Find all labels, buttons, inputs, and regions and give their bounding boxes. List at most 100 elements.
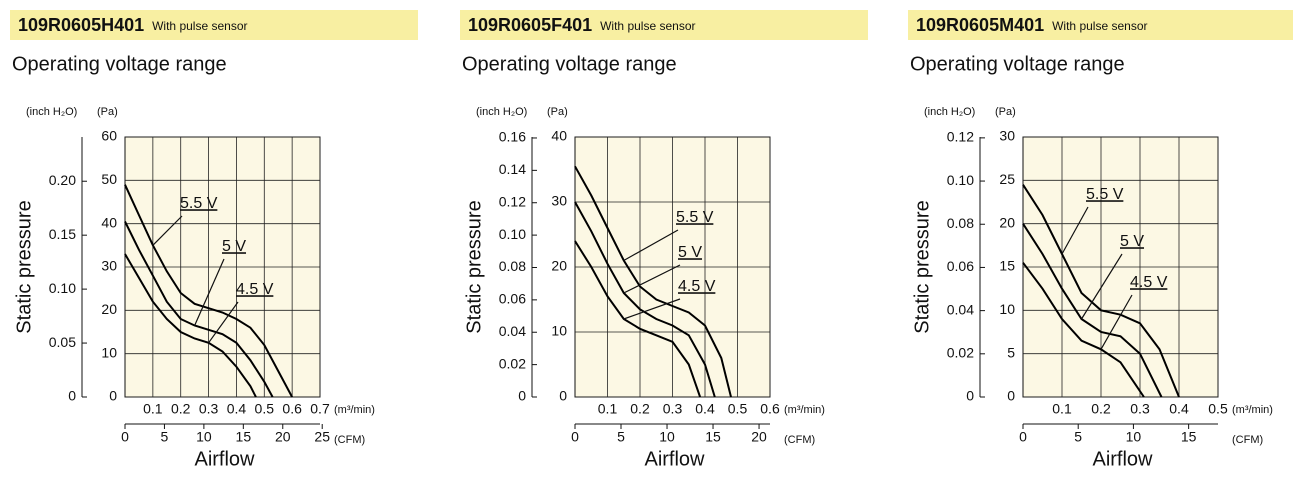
y2-tick-label: 0.10	[499, 226, 526, 242]
x2-tick-label: 15	[705, 429, 721, 445]
y2-unit: (inch H₂O)	[924, 106, 975, 118]
x-axis-title: Airflow	[194, 448, 255, 470]
y2-tick-label: 0.04	[499, 323, 526, 339]
y2-tick-label: 0.12	[947, 129, 974, 145]
x-tick-label: 0.3	[199, 401, 219, 417]
x2-tick-label: 5	[617, 429, 625, 445]
header-band	[908, 10, 1293, 40]
curve	[124, 253, 257, 398]
y-tick-label: 10	[999, 301, 1015, 317]
model-note: With pulse sensor	[152, 19, 247, 33]
x2-tick-label: 10	[196, 429, 212, 445]
curve	[1022, 262, 1145, 398]
y-tick-label: 0	[109, 388, 117, 404]
x-axis-title: Airflow	[1092, 448, 1153, 470]
y-tick-label: 30	[999, 128, 1015, 144]
x-tick-label: 0.4	[1169, 401, 1189, 417]
y-axis-title: Static pressure	[13, 200, 35, 333]
x-tick-label: 0.7	[310, 401, 330, 417]
chart-panel: 109R0605F401 With pulse sensor Operating v…	[460, 10, 868, 470]
model-note: With pulse sensor	[600, 19, 695, 33]
leader-line	[623, 229, 679, 262]
x2-tick-label: 10	[1126, 429, 1142, 445]
curve-label: 5.5 V	[676, 209, 714, 226]
x-tick-label: 0.2	[1091, 401, 1111, 417]
y2-tick-label: 0.02	[947, 345, 974, 361]
y2-tick-label: 0.02	[499, 355, 526, 371]
leader-line	[1100, 294, 1133, 350]
x2-tick-label: 5	[161, 429, 169, 445]
y-tick-label: 15	[999, 258, 1015, 274]
x2-tick-label: 0	[1019, 429, 1027, 445]
x-tick-label: 0.3	[1130, 401, 1150, 417]
x2-tick-label: 5	[1074, 429, 1082, 445]
y2-tick-label: 0.10	[947, 172, 974, 188]
y2-tick-label: 0.06	[499, 291, 526, 307]
x-unit: (m³/min)	[334, 404, 375, 416]
y-axis-title: Static pressure	[463, 200, 485, 333]
y-tick-label: 40	[551, 128, 567, 144]
y-tick-label: 10	[551, 323, 567, 339]
x2-tick-label: 20	[275, 429, 291, 445]
x2-unit: (CFM)	[784, 434, 815, 446]
chart-title: Operating voltage range	[910, 53, 1125, 75]
curve	[574, 201, 716, 398]
y2-tick-label: 0.08	[947, 215, 974, 231]
chart-panel: 109R0605H401 With pulse sensor Operating v…	[10, 10, 418, 470]
leader-line	[623, 298, 681, 320]
y2-tick-label: 0.14	[499, 161, 526, 177]
y-tick-label: 20	[551, 258, 567, 274]
y2-tick-label: 0	[518, 388, 526, 404]
y-tick-label: 50	[101, 171, 117, 187]
x-tick-label: 0.2	[171, 401, 191, 417]
y-tick-label: 25	[999, 171, 1015, 187]
model-name: 109R0605F401	[468, 15, 592, 35]
x-tick-label: 0.4	[695, 401, 715, 417]
y-tick-label: 30	[551, 193, 567, 209]
model-name: 109R0605H401	[18, 15, 144, 35]
curve-label: 5 V	[678, 244, 702, 261]
curve-label: 4.5 V	[1130, 274, 1168, 291]
y2-unit: (inch H₂O)	[476, 106, 527, 118]
x2-unit: (CFM)	[1232, 434, 1263, 446]
x-tick-label: 0.1	[598, 401, 618, 417]
leader-line	[152, 215, 183, 246]
y-tick-label: 20	[101, 301, 117, 317]
y-tick-label: 0	[1007, 388, 1015, 404]
chart-panel: 109R0605M401 With pulse sensor Operating v…	[908, 10, 1293, 470]
leader-line	[1080, 253, 1123, 320]
curve-label: 5 V	[222, 238, 246, 255]
leader-line	[194, 258, 225, 326]
y-unit: (Pa)	[97, 106, 118, 118]
x-tick-label: 0.4	[227, 401, 247, 417]
y-tick-label: 5	[1007, 344, 1015, 360]
x-tick-label: 0.6	[282, 401, 302, 417]
x-unit: (m³/min)	[784, 404, 825, 416]
x-axis-title: Airflow	[644, 448, 705, 470]
header-band	[460, 10, 868, 40]
curve	[1022, 184, 1180, 398]
curve	[574, 240, 702, 398]
y2-tick-label: 0.05	[49, 334, 76, 350]
leader-line	[623, 264, 681, 294]
curve-label: 5.5 V	[180, 195, 218, 212]
x2-tick-label: 15	[1181, 429, 1197, 445]
x2-tick-label: 10	[659, 429, 675, 445]
x2-unit: (CFM)	[334, 434, 365, 446]
x2-tick-label: 25	[314, 429, 330, 445]
y2-tick-label: 0.12	[499, 193, 526, 209]
model-note: With pulse sensor	[1052, 19, 1147, 33]
y2-tick-label: 0.16	[499, 129, 526, 145]
y-tick-label: 0	[559, 388, 567, 404]
curve-label: 5 V	[1120, 233, 1144, 250]
y2-tick-label: 0	[966, 388, 974, 404]
x2-tick-label: 15	[236, 429, 252, 445]
x-tick-label: 0.5	[255, 401, 275, 417]
curve-label: 4.5 V	[678, 278, 716, 295]
curve	[124, 221, 274, 398]
model-name: 109R0605M401	[916, 15, 1044, 35]
leader-line	[208, 301, 239, 344]
y-tick-label: 30	[101, 258, 117, 274]
x-unit: (m³/min)	[1232, 404, 1273, 416]
